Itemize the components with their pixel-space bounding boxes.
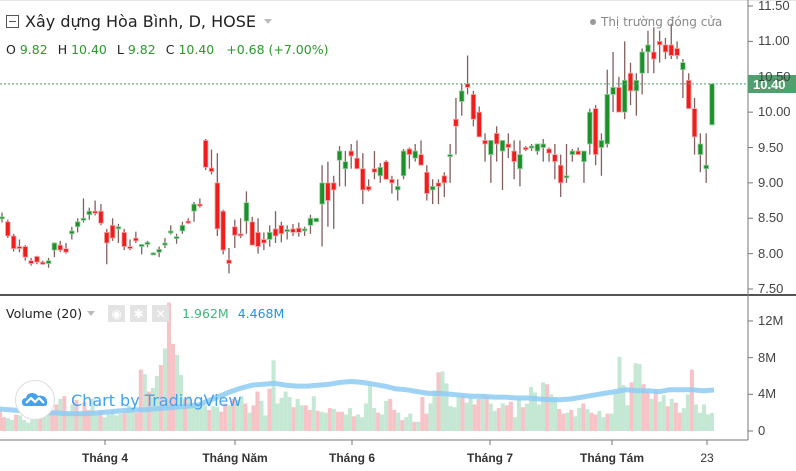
volume-tick-label: 12M xyxy=(758,312,784,328)
time-tick-label: 23 xyxy=(700,451,714,465)
market-status: Thị trường đóng cửa xyxy=(590,15,722,29)
volume-legend: Volume (20) ◉ ✱ ✕ 1.962M 4.468M xyxy=(6,305,284,322)
price-tick-label: 9.00 xyxy=(758,174,784,190)
volume-tick-label: 8M xyxy=(758,349,777,365)
price-tick-label: 11.50 xyxy=(758,0,790,13)
open-label: O xyxy=(6,42,16,57)
price-tick-label: 8.50 xyxy=(758,210,784,226)
price-tick-label: 10.00 xyxy=(758,104,791,120)
close-value: 10.40 xyxy=(178,42,215,57)
time-tick-label: Tháng 7 xyxy=(466,451,514,465)
close-icon[interactable]: ✕ xyxy=(152,305,170,322)
time-tick-label: Tháng Năm xyxy=(202,451,268,465)
symbol-legend: Xây dựng Hòa Bình, D, HOSE xyxy=(6,12,272,31)
status-dot-icon xyxy=(590,19,596,25)
volume-tick-label: 0 xyxy=(758,423,766,438)
collapse-icon[interactable] xyxy=(6,15,19,28)
change-value: +0.68 (+7.00%) xyxy=(226,42,329,57)
volume-title[interactable]: Volume (20) xyxy=(6,306,83,321)
low-label: L xyxy=(116,42,124,57)
chevron-down-icon[interactable] xyxy=(263,19,272,24)
last-price-tag: 10.40 xyxy=(748,75,796,93)
tradingview-logo-icon xyxy=(15,380,55,420)
open-value: 9.82 xyxy=(19,42,48,57)
high-label: H xyxy=(57,42,68,57)
chevron-down-icon[interactable] xyxy=(87,311,96,316)
volume-value: 1.962M xyxy=(182,306,229,321)
volume-tick-label: 4M xyxy=(758,386,777,402)
high-value: 10.40 xyxy=(71,42,107,57)
price-tick-label: 9.50 xyxy=(758,139,784,155)
ohlc-values: O 9.82 H 10.40 L 9.82 C 10.40 +0.68 (+7.… xyxy=(6,42,328,57)
symbol-title[interactable]: Xây dựng Hòa Bình, D, HOSE xyxy=(25,12,256,31)
price-tick-label: 11.00 xyxy=(758,33,790,49)
market-status-text: Thị trường đóng cửa xyxy=(601,15,723,29)
gear-icon[interactable]: ✱ xyxy=(130,305,148,322)
time-tick-label: Tháng 6 xyxy=(328,451,376,465)
price-tick-label: 10.50 xyxy=(758,68,791,84)
watermark-text: Chart by TradingView xyxy=(71,390,242,410)
price-tick-label: 8.00 xyxy=(758,245,784,261)
volume-ma-value: 4.468M xyxy=(237,306,285,321)
tradingview-watermark[interactable]: Chart by TradingView xyxy=(15,380,241,420)
time-tick-label: Tháng 4 xyxy=(81,451,129,465)
price-tick-label: 7.50 xyxy=(758,281,784,296)
time-tick-label: Tháng Tám xyxy=(579,451,645,465)
low-value: 9.82 xyxy=(127,42,156,57)
eye-icon[interactable]: ◉ xyxy=(108,305,126,322)
close-label: C xyxy=(165,42,175,57)
